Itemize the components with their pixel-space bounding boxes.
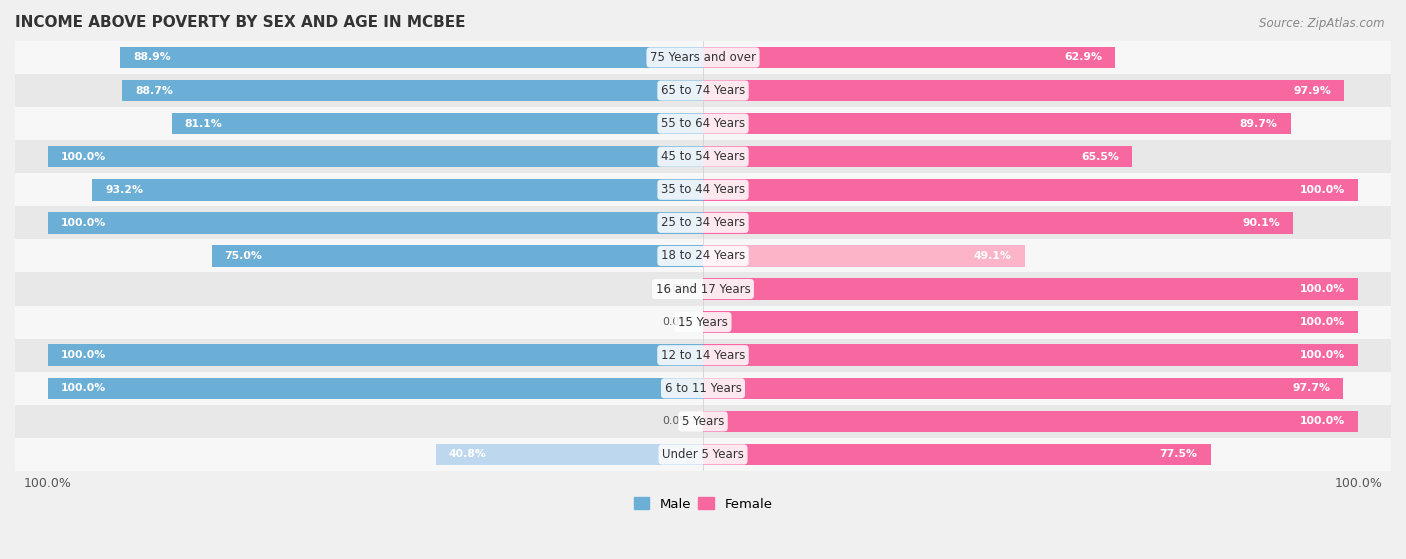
Bar [15, 339, 1391, 372]
Text: Source: ZipAtlas.com: Source: ZipAtlas.com [1260, 17, 1385, 30]
Bar [703, 311, 1358, 333]
Bar [703, 113, 1291, 134]
Text: 97.7%: 97.7% [1292, 383, 1330, 394]
Bar [703, 278, 1358, 300]
Bar [15, 140, 1391, 173]
Bar [48, 344, 703, 366]
Bar [703, 146, 1132, 168]
Text: 89.7%: 89.7% [1240, 119, 1278, 129]
Text: 75.0%: 75.0% [225, 251, 263, 261]
Text: 49.1%: 49.1% [974, 251, 1012, 261]
Text: 100.0%: 100.0% [1301, 416, 1346, 427]
Text: 45 to 54 Years: 45 to 54 Years [661, 150, 745, 163]
Text: 100.0%: 100.0% [1301, 185, 1346, 195]
Text: 40.8%: 40.8% [449, 449, 486, 459]
Bar [703, 179, 1358, 201]
Text: 88.7%: 88.7% [135, 86, 173, 96]
Text: Under 5 Years: Under 5 Years [662, 448, 744, 461]
Text: 12 to 14 Years: 12 to 14 Years [661, 349, 745, 362]
Bar [122, 80, 703, 101]
Bar [15, 272, 1391, 306]
Text: INCOME ABOVE POVERTY BY SEX AND AGE IN MCBEE: INCOME ABOVE POVERTY BY SEX AND AGE IN M… [15, 15, 465, 30]
Text: 100.0%: 100.0% [60, 350, 105, 360]
Text: 25 to 34 Years: 25 to 34 Years [661, 216, 745, 229]
Text: 93.2%: 93.2% [105, 185, 143, 195]
Bar [703, 411, 1358, 432]
Text: 100.0%: 100.0% [1301, 284, 1346, 294]
Text: 88.9%: 88.9% [134, 53, 172, 63]
Bar [15, 372, 1391, 405]
Text: 100.0%: 100.0% [60, 151, 105, 162]
Text: 97.9%: 97.9% [1294, 86, 1331, 96]
Legend: Male, Female: Male, Female [628, 492, 778, 516]
Text: 65 to 74 Years: 65 to 74 Years [661, 84, 745, 97]
Bar [15, 239, 1391, 272]
Bar [15, 438, 1391, 471]
Text: 0.0%: 0.0% [662, 317, 690, 327]
Text: 77.5%: 77.5% [1160, 449, 1198, 459]
Text: 90.1%: 90.1% [1243, 218, 1281, 228]
Text: 0.0%: 0.0% [662, 416, 690, 427]
Text: 55 to 64 Years: 55 to 64 Years [661, 117, 745, 130]
Bar [703, 212, 1294, 234]
Text: 15 Years: 15 Years [678, 316, 728, 329]
Text: 5 Years: 5 Years [682, 415, 724, 428]
Text: 81.1%: 81.1% [184, 119, 222, 129]
Bar [172, 113, 703, 134]
Bar [93, 179, 703, 201]
Bar [211, 245, 703, 267]
Bar [15, 306, 1391, 339]
Bar [15, 173, 1391, 206]
Text: 0.0%: 0.0% [662, 284, 690, 294]
Bar [703, 47, 1115, 68]
Text: 6 to 11 Years: 6 to 11 Years [665, 382, 741, 395]
Bar [15, 41, 1391, 74]
Bar [15, 74, 1391, 107]
Bar [121, 47, 703, 68]
Text: 100.0%: 100.0% [60, 383, 105, 394]
Bar [703, 245, 1025, 267]
Bar [15, 107, 1391, 140]
Bar [15, 206, 1391, 239]
Text: 18 to 24 Years: 18 to 24 Years [661, 249, 745, 262]
Bar [48, 377, 703, 399]
Bar [15, 405, 1391, 438]
Text: 100.0%: 100.0% [60, 218, 105, 228]
Text: 65.5%: 65.5% [1081, 151, 1119, 162]
Bar [48, 146, 703, 168]
Text: 62.9%: 62.9% [1064, 53, 1102, 63]
Bar [703, 444, 1211, 465]
Bar [436, 444, 703, 465]
Text: 100.0%: 100.0% [1301, 350, 1346, 360]
Text: 75 Years and over: 75 Years and over [650, 51, 756, 64]
Text: 35 to 44 Years: 35 to 44 Years [661, 183, 745, 196]
Bar [703, 377, 1343, 399]
Bar [48, 212, 703, 234]
Bar [703, 80, 1344, 101]
Text: 16 and 17 Years: 16 and 17 Years [655, 282, 751, 296]
Text: 100.0%: 100.0% [1301, 317, 1346, 327]
Bar [703, 344, 1358, 366]
